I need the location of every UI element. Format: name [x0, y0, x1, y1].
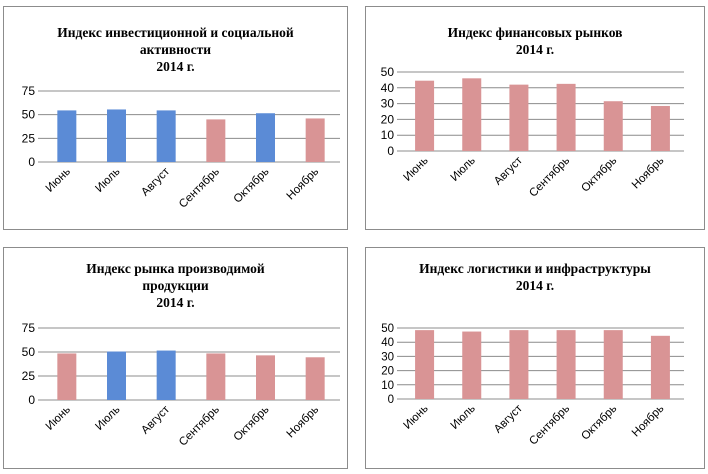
chart-title: Индекс логистики и инфраструктуры 2014 г… — [366, 260, 704, 294]
x-category-label: Август — [492, 154, 525, 187]
bar-Ноябрь — [305, 357, 325, 400]
bar-Сентябрь — [556, 330, 576, 399]
y-tick-label: 50 — [22, 108, 36, 122]
chart-title-line: Индекс финансовых рынков — [447, 25, 623, 40]
bar-Август — [156, 110, 176, 162]
bar-Июль — [107, 351, 126, 400]
bar-Октябрь — [256, 113, 275, 162]
chart-title-line: 2014 г. — [515, 42, 555, 57]
bar-chart-produced-goods-market: 0 25 50 75 Июнь Июль Август Сентябрь Октябрь Нояб… — [22, 321, 340, 449]
chart-title: Индекс финансовых рынков 2014 г. — [366, 24, 704, 58]
x-category-label: Сентябрь — [177, 166, 222, 211]
x-category-label: Сентябрь — [527, 155, 572, 200]
chart-title: Индекс рынка производимой продукции 2014… — [4, 260, 347, 311]
y-tick-label: 30 — [381, 97, 395, 111]
y-tick-label: 40 — [381, 337, 394, 349]
bar-Июнь — [57, 353, 77, 400]
x-category-label: Август — [139, 403, 172, 436]
y-tick-label: 75 — [22, 321, 36, 335]
x-category-label: Июль — [449, 403, 478, 432]
chart-title-line: продукции — [142, 278, 209, 293]
bar-Сентябрь — [206, 353, 226, 400]
chart-title: Индекс инвестиционной и социальной актив… — [4, 24, 347, 75]
chart-title-line: активности — [139, 42, 212, 57]
y-tick-label: 50 — [22, 345, 36, 359]
x-category-label: Июль — [449, 155, 478, 184]
bar-Август — [509, 84, 529, 151]
chart-panel-investment-social: Индекс инвестиционной и социальной актив… — [3, 6, 348, 230]
y-tick-label: 0 — [388, 394, 394, 406]
y-tick-label: 50 — [381, 323, 394, 335]
y-tick-label: 10 — [381, 128, 395, 142]
y-tick-label: 25 — [22, 131, 36, 145]
y-tick-label: 20 — [381, 366, 394, 378]
bar-Июль — [462, 331, 482, 399]
chart-panel-produced-goods-market: Индекс рынка производимой продукции 2014… — [3, 247, 348, 469]
x-category-label: Сентябрь — [177, 404, 222, 449]
bar-Ноябрь — [305, 118, 325, 162]
chart-title-line: Индекс рынка производимой — [86, 261, 265, 276]
bar-Октябрь — [603, 330, 623, 399]
bar-Август — [156, 350, 176, 400]
x-category-label: Июль — [93, 404, 122, 433]
chart-panel-financial-markets: Индекс финансовых рынков 2014 г. 0 10 20 30… — [365, 6, 705, 230]
y-tick-label: 50 — [381, 65, 395, 79]
bar-Ноябрь — [650, 335, 670, 399]
bar-Июль — [107, 109, 126, 162]
chart-title-line: Индекс логистики и инфраструктуры — [419, 261, 651, 276]
x-category-label: Ноябрь — [630, 155, 667, 192]
bar-Ноябрь — [650, 105, 670, 151]
x-category-label: Октябрь — [579, 155, 619, 195]
x-category-label: Октябрь — [232, 166, 272, 206]
chart-title-line: Индекс инвестиционной и социальной — [57, 25, 294, 40]
chart-panel-logistics-infrastructure: Индекс логистики и инфраструктуры 2014 г… — [365, 247, 705, 469]
y-tick-label: 25 — [22, 369, 36, 383]
bar-Август — [509, 330, 529, 399]
chart-title-line: 2014 г. — [156, 59, 195, 74]
bar-Сентябрь — [556, 83, 576, 151]
bar-Сентябрь — [206, 119, 226, 162]
x-category-label: Август — [492, 402, 525, 435]
y-tick-label: 40 — [381, 81, 395, 95]
bar-Октябрь — [603, 101, 623, 151]
y-tick-label: 0 — [28, 393, 35, 407]
y-tick-label: 0 — [387, 144, 394, 158]
y-tick-label: 30 — [381, 351, 394, 363]
y-tick-label: 10 — [381, 380, 394, 392]
bar-Июнь — [415, 330, 435, 399]
x-category-label: Июнь — [44, 404, 73, 433]
x-category-label: Июль — [93, 166, 122, 195]
x-category-label: Июнь — [402, 155, 431, 184]
chart-title-line: 2014 г. — [156, 295, 195, 310]
y-tick-label: 75 — [22, 84, 36, 98]
x-category-label: Сентябрь — [527, 403, 572, 448]
bar-Июль — [462, 78, 482, 151]
bar-Октябрь — [256, 355, 275, 400]
x-category-label: Июнь — [44, 166, 73, 195]
bar-Июнь — [57, 110, 77, 162]
y-tick-label: 20 — [381, 112, 395, 126]
x-category-label: Октябрь — [232, 404, 272, 444]
x-category-label: Ноябрь — [285, 166, 322, 203]
x-category-label: Ноябрь — [285, 404, 322, 441]
bar-chart-logistics-infrastructure: 0 10 20 30 40 50 Июнь Июль Август Сентябрь Октябрь… — [381, 323, 684, 448]
y-tick-label: 0 — [28, 155, 35, 169]
x-category-label: Июнь — [402, 403, 431, 432]
x-category-label: Ноябрь — [630, 403, 667, 440]
x-category-label: Октябрь — [579, 403, 619, 443]
bar-chart-investment-social: 0 25 50 75 Июнь Июль Август Сентябрь Октябрь Нояб… — [22, 84, 340, 211]
bar-Июнь — [415, 80, 435, 151]
x-category-label: Август — [139, 165, 172, 198]
chart-title-line: 2014 г. — [515, 278, 555, 293]
